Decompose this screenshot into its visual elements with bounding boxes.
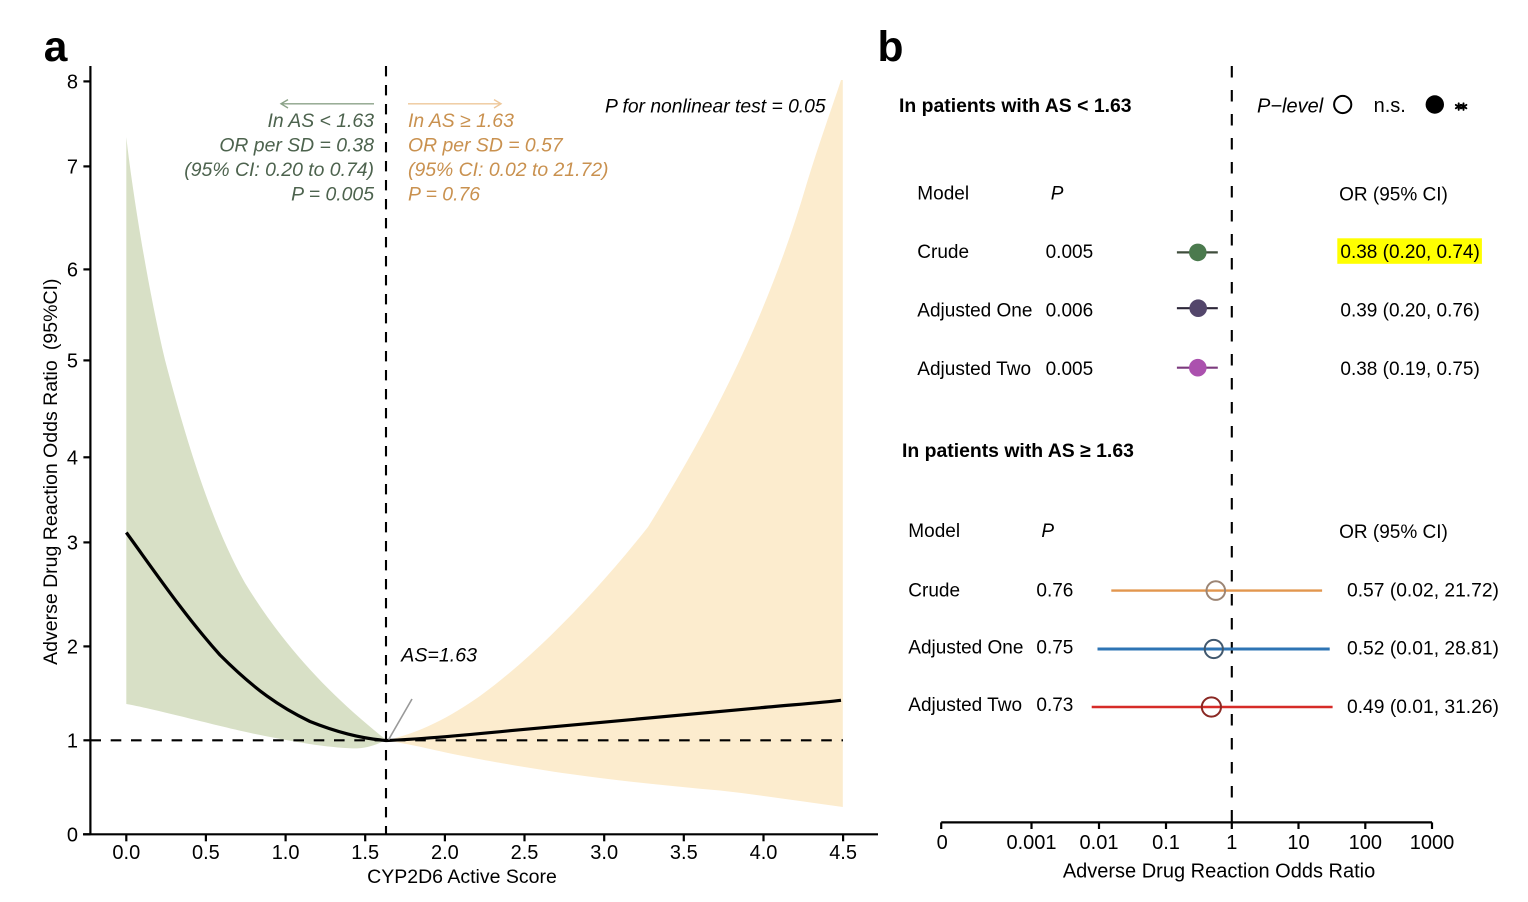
svg-text:0.75: 0.75	[1036, 638, 1073, 659]
svg-text:AS=1.63: AS=1.63	[400, 645, 477, 667]
svg-text:6: 6	[67, 260, 78, 282]
svg-text:0.5: 0.5	[192, 842, 220, 864]
svg-text:Adjusted Two: Adjusted Two	[908, 695, 1022, 716]
svg-text:4.0: 4.0	[750, 842, 778, 864]
svg-text:Adjusted One: Adjusted One	[917, 301, 1032, 322]
svg-text:7: 7	[67, 157, 78, 179]
svg-text:Adverse Drug Reaction Odds Rat: Adverse Drug Reaction Odds Ratio	[40, 360, 62, 665]
svg-text:Crude: Crude	[917, 242, 969, 263]
svg-text:P for nonlinear test = 0.05: P for nonlinear test = 0.05	[605, 97, 826, 118]
svg-text:1: 1	[67, 730, 78, 752]
svg-text:1000: 1000	[1410, 832, 1455, 854]
svg-text:n.s.: n.s.	[1374, 95, 1406, 117]
svg-text:0.005: 0.005	[1046, 359, 1094, 380]
svg-text:10: 10	[1287, 832, 1309, 854]
svg-text:0.57 (0.02, 21.72): 0.57 (0.02, 21.72)	[1347, 580, 1499, 601]
svg-text:0: 0	[67, 824, 78, 846]
svg-text:0.39 (0.20, 0.76): 0.39 (0.20, 0.76)	[1340, 301, 1479, 322]
svg-text:1.5: 1.5	[351, 842, 379, 864]
svg-text:4: 4	[67, 447, 78, 469]
svg-text:4.5: 4.5	[829, 842, 857, 864]
svg-text:P = 0.005: P = 0.005	[291, 184, 374, 206]
svg-text:Adjusted One: Adjusted One	[908, 638, 1023, 659]
svg-text:0.0: 0.0	[112, 842, 140, 864]
svg-text:8: 8	[67, 72, 78, 94]
svg-text:In patients with AS < 1.63: In patients with AS < 1.63	[899, 95, 1132, 117]
svg-text:P = 0.76: P = 0.76	[408, 184, 480, 206]
svg-text:3.5: 3.5	[670, 842, 698, 864]
svg-text:P: P	[1041, 521, 1054, 542]
svg-text:0.76: 0.76	[1036, 580, 1073, 601]
svg-text:1: 1	[1226, 832, 1237, 854]
svg-text:(95%CI): (95%CI)	[40, 279, 62, 351]
svg-text:P: P	[1051, 183, 1064, 204]
svg-text:In patients with AS ≥ 1.63: In patients with AS ≥ 1.63	[902, 440, 1134, 462]
svg-text:CYP2D6 Active Score: CYP2D6 Active Score	[367, 866, 557, 888]
svg-text:(95% CI: 0.02 to 21.72): (95% CI: 0.02 to 21.72)	[408, 159, 609, 181]
svg-text:In AS < 1.63: In AS < 1.63	[267, 110, 374, 132]
svg-text:(95% CI: 0.20 to 0.74): (95% CI: 0.20 to 0.74)	[184, 159, 374, 181]
svg-text:0: 0	[937, 832, 948, 854]
svg-text:2: 2	[67, 637, 78, 659]
svg-text:3.0: 3.0	[590, 842, 618, 864]
svg-text:0.1: 0.1	[1152, 832, 1180, 854]
svg-text:OR per SD = 0.57: OR per SD = 0.57	[408, 135, 564, 157]
svg-text:OR (95% CI): OR (95% CI)	[1339, 522, 1448, 543]
svg-text:0.001: 0.001	[1006, 832, 1056, 854]
svg-text:Adjusted Two: Adjusted Two	[917, 359, 1031, 380]
svg-text:0.49 (0.01, 31.26): 0.49 (0.01, 31.26)	[1347, 697, 1499, 718]
svg-text:Model: Model	[908, 521, 960, 542]
svg-text:P−level: P−level	[1257, 96, 1324, 118]
svg-text:0.38 (0.19, 0.75): 0.38 (0.19, 0.75)	[1340, 359, 1479, 380]
svg-text:Adverse Drug Reaction Odds Rat: Adverse Drug Reaction Odds Ratio	[1063, 861, 1375, 883]
svg-text:0.006: 0.006	[1046, 301, 1094, 322]
svg-text:a: a	[44, 24, 68, 71]
svg-text:OR (95% CI): OR (95% CI)	[1339, 185, 1448, 206]
svg-text:2.5: 2.5	[511, 842, 539, 864]
svg-text:0.73: 0.73	[1036, 695, 1073, 716]
svg-text:0.01: 0.01	[1080, 832, 1119, 854]
svg-text:Crude: Crude	[908, 580, 960, 601]
svg-text:3: 3	[67, 533, 78, 555]
svg-text:0.005: 0.005	[1046, 242, 1094, 263]
svg-text:1.0: 1.0	[272, 842, 300, 864]
svg-text:0.52 (0.01, 28.81): 0.52 (0.01, 28.81)	[1347, 639, 1499, 660]
svg-text:Model: Model	[917, 183, 969, 204]
svg-text:b: b	[878, 24, 904, 71]
svg-text:0.38 (0.20, 0.74): 0.38 (0.20, 0.74)	[1340, 242, 1479, 263]
svg-text:2.0: 2.0	[431, 842, 459, 864]
svg-text:100: 100	[1349, 832, 1382, 854]
svg-text:OR per SD = 0.38: OR per SD = 0.38	[219, 135, 374, 157]
svg-text:5: 5	[67, 351, 78, 373]
svg-text:In AS ≥ 1.63: In AS ≥ 1.63	[408, 110, 514, 132]
